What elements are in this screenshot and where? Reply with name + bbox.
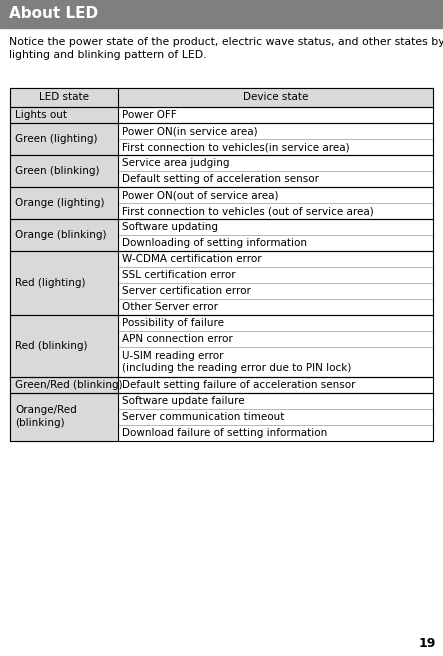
Bar [118, 123, 433, 155]
Text: Server communication timeout: Server communication timeout [122, 411, 284, 422]
Text: Orange (blinking): Orange (blinking) [15, 230, 106, 240]
Text: 19: 19 [419, 637, 436, 650]
Text: Software updating: Software updating [122, 222, 218, 232]
Text: SSL certification error: SSL certification error [122, 270, 236, 280]
Text: Lights out: Lights out [15, 110, 67, 120]
Bar [118, 155, 433, 187]
Bar [10, 155, 118, 187]
Text: Power ON(in service area): Power ON(in service area) [122, 126, 258, 136]
Text: Green (lighting): Green (lighting) [15, 134, 97, 144]
Text: About LED: About LED [9, 7, 98, 22]
Bar [10, 219, 118, 251]
Bar [10, 187, 118, 219]
Bar [10, 377, 118, 392]
Bar [10, 251, 118, 315]
Bar [10, 315, 118, 377]
Text: U-SIM reading error
(including the reading error due to PIN lock): U-SIM reading error (including the readi… [122, 350, 351, 373]
Text: lighting and blinking pattern of LED.: lighting and blinking pattern of LED. [9, 50, 206, 60]
Text: Other Server error: Other Server error [122, 302, 218, 312]
Bar [118, 392, 433, 441]
Text: Server certification error: Server certification error [122, 286, 251, 296]
Text: Green/Red (blinking): Green/Red (blinking) [15, 380, 123, 390]
Text: Orange (lighting): Orange (lighting) [15, 198, 105, 208]
Text: Download failure of setting information: Download failure of setting information [122, 428, 327, 438]
Bar [0, 0, 443, 28]
Bar [10, 392, 118, 441]
Text: Service area judging: Service area judging [122, 158, 229, 168]
Text: Downloading of setting information: Downloading of setting information [122, 238, 307, 248]
Bar [118, 219, 433, 251]
Text: Power ON(out of service area): Power ON(out of service area) [122, 190, 279, 200]
Bar [118, 251, 433, 315]
Text: Software update failure: Software update failure [122, 396, 245, 405]
Text: APN connection error: APN connection error [122, 334, 233, 344]
Text: Possibility of failure: Possibility of failure [122, 318, 224, 328]
Text: W-CDMA certification error: W-CDMA certification error [122, 254, 262, 264]
Text: Orange/Red
(blinking): Orange/Red (blinking) [15, 405, 77, 428]
Text: LED state: LED state [39, 92, 89, 102]
Bar [10, 107, 118, 123]
Bar [118, 107, 433, 123]
Text: First connection to vehicles (out of service area): First connection to vehicles (out of ser… [122, 206, 374, 216]
Text: Red (blinking): Red (blinking) [15, 341, 88, 351]
Bar [10, 88, 433, 107]
Text: Default setting of acceleration sensor: Default setting of acceleration sensor [122, 174, 319, 184]
Text: First connection to vehicles(in service area): First connection to vehicles(in service … [122, 142, 350, 152]
Text: Power OFF: Power OFF [122, 110, 177, 120]
Bar [118, 187, 433, 219]
Text: Red (lighting): Red (lighting) [15, 278, 85, 288]
Text: Device state: Device state [243, 92, 308, 102]
Text: Default setting failure of acceleration sensor: Default setting failure of acceleration … [122, 380, 355, 390]
Text: Notice the power state of the product, electric wave status, and other states by: Notice the power state of the product, e… [9, 37, 443, 47]
Bar [118, 377, 433, 392]
Bar [10, 123, 118, 155]
Bar [118, 315, 433, 377]
Text: Green (blinking): Green (blinking) [15, 166, 100, 176]
